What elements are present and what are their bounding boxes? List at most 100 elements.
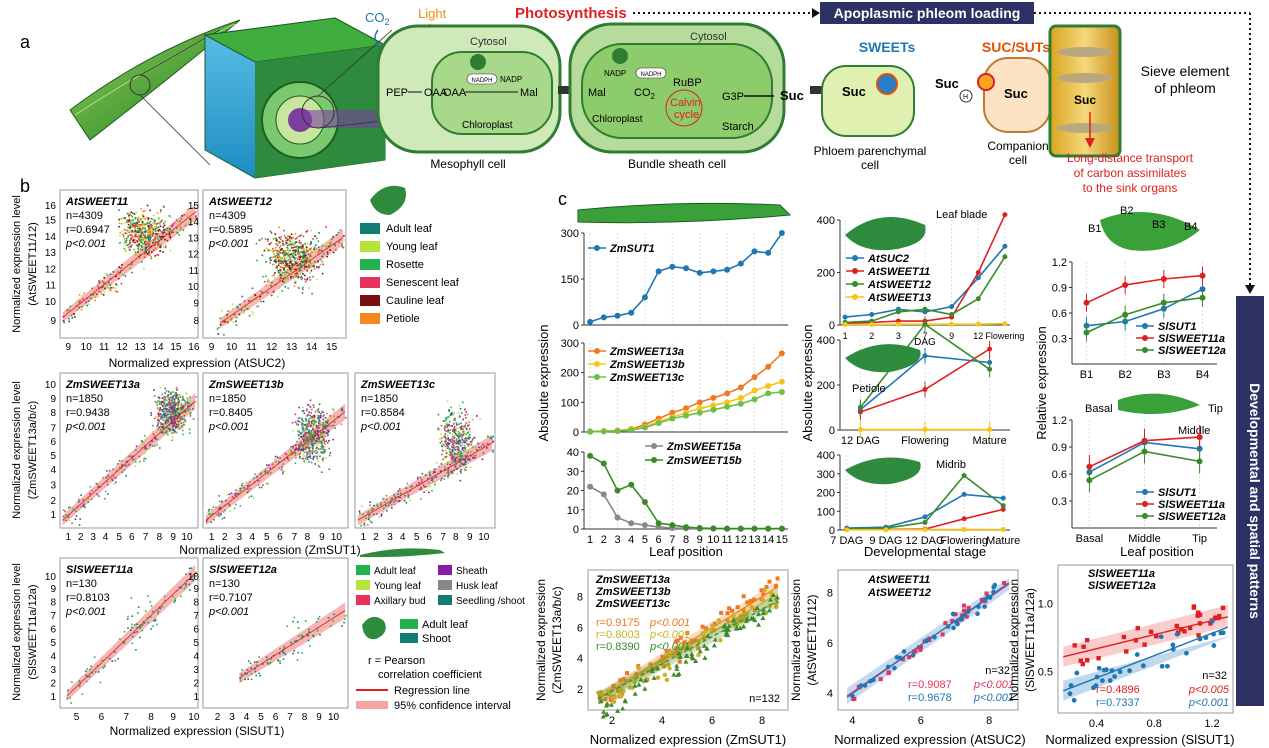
data-point <box>464 408 466 411</box>
data-point <box>164 406 167 408</box>
data-point <box>291 256 293 258</box>
data-point <box>620 706 626 711</box>
data-point <box>170 415 173 418</box>
data-point <box>136 240 138 242</box>
data-point <box>302 244 304 246</box>
data-point <box>95 482 98 485</box>
data-point <box>733 626 739 631</box>
data-point <box>154 226 156 228</box>
data-point <box>183 411 186 413</box>
data-point <box>308 418 310 420</box>
data-point <box>297 255 300 258</box>
data-point <box>393 494 396 497</box>
data-point <box>129 267 131 269</box>
data-point <box>154 401 157 403</box>
data-point <box>208 513 210 515</box>
data-point <box>465 428 468 431</box>
data-point <box>155 232 157 235</box>
data-point <box>155 227 157 230</box>
data-point <box>170 231 173 234</box>
data-point <box>266 240 269 242</box>
data-point <box>126 229 129 232</box>
data-point <box>302 453 305 456</box>
data-point <box>249 299 252 301</box>
data-point <box>317 415 320 417</box>
data-point <box>451 438 454 440</box>
data-point <box>446 425 449 427</box>
data-point <box>138 238 140 240</box>
data-point <box>310 263 312 266</box>
data-point <box>641 522 648 529</box>
data-point <box>274 467 276 470</box>
data-point <box>281 290 283 292</box>
data-point <box>449 473 451 476</box>
data-point <box>762 587 768 593</box>
data-point <box>468 438 470 440</box>
y-axis-label-rel: Relative expression <box>1034 326 1049 439</box>
legend-label: Regression line <box>394 685 470 697</box>
middle-label: Middle <box>1178 425 1210 437</box>
data-point <box>333 425 335 428</box>
data-point <box>451 425 453 427</box>
data-point <box>400 492 402 495</box>
x-tick-label: B1 <box>1080 369 1093 381</box>
data-point <box>309 435 311 437</box>
data-point <box>127 615 129 618</box>
data-point <box>312 422 315 424</box>
data-point <box>288 263 290 266</box>
data-point <box>333 415 335 418</box>
data-point <box>314 441 316 443</box>
data-point <box>869 321 875 327</box>
data-point <box>137 227 139 229</box>
data-point <box>128 214 130 217</box>
data-point <box>149 231 152 233</box>
data-point <box>446 442 449 444</box>
data-point <box>283 652 286 654</box>
data-point <box>89 486 92 488</box>
data-point <box>189 413 191 416</box>
data-point <box>154 234 157 236</box>
data-point <box>466 451 469 454</box>
data-point <box>182 406 184 409</box>
x-tick-label: 9 <box>319 532 325 543</box>
data-point <box>138 221 140 223</box>
data-point <box>305 440 307 443</box>
data-point <box>321 260 323 263</box>
data-point <box>737 384 744 391</box>
data-point <box>492 440 494 443</box>
data-point <box>290 262 292 264</box>
data-point <box>310 269 313 272</box>
data-point <box>327 442 329 444</box>
data-point <box>318 420 320 423</box>
data-point <box>298 447 300 450</box>
data-point <box>298 635 300 637</box>
data-point <box>320 471 323 473</box>
data-point <box>78 294 81 296</box>
data-point <box>457 411 460 414</box>
data-point <box>416 477 419 480</box>
data-point <box>248 314 251 317</box>
x-tick-label: 12 DAG <box>841 435 880 447</box>
x-tick-label: 0.8 <box>1147 718 1162 730</box>
data-point <box>454 449 456 451</box>
x-tick-label: 2 <box>222 532 228 543</box>
data-point <box>121 230 123 233</box>
data-point <box>292 276 294 278</box>
data-point <box>319 423 321 426</box>
data-point <box>91 671 93 674</box>
data-point <box>108 657 111 660</box>
data-point <box>243 309 246 312</box>
data-point <box>696 399 703 406</box>
data-point <box>74 316 76 318</box>
data-point <box>302 273 304 275</box>
data-point <box>289 236 291 239</box>
legend-label: SlSWEET11a <box>1158 499 1225 511</box>
data-point <box>185 413 188 415</box>
data-point <box>129 241 131 243</box>
x-tick-label: 7 <box>669 534 675 546</box>
data-point <box>147 217 150 219</box>
data-point <box>134 226 136 229</box>
data-point <box>122 233 124 236</box>
data-point <box>158 413 160 415</box>
